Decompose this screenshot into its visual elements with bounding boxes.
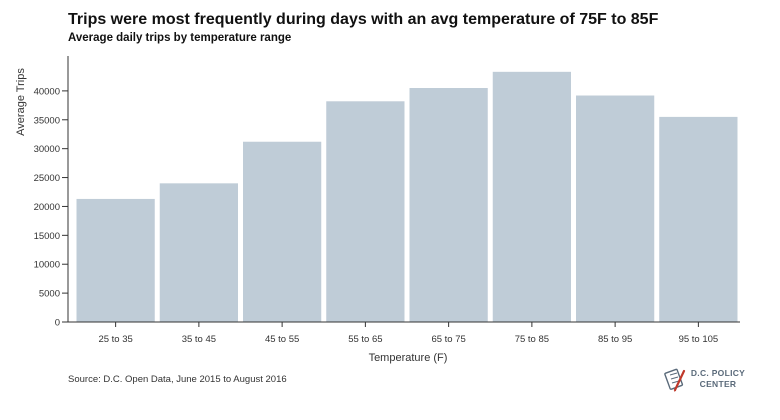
bar-75-to-85 (492, 71, 571, 322)
y-tick-label: 40000 (34, 86, 60, 97)
x-axis-label: Temperature (F) (369, 352, 448, 364)
y-tick-label: 15000 (34, 231, 60, 242)
bar-chart: 0 5000 10000 15000 20000 25000 30000 35000 40000… (15, 56, 740, 364)
chart-subtitle: Average daily trips by temperature range (68, 32, 292, 44)
bar-35-to-45 (159, 183, 238, 322)
source-note: Source: D.C. Open Data, June 2015 to Aug… (68, 374, 287, 385)
dc-policy-center-logo: D.C. POLICY CENTER (663, 365, 773, 395)
y-tick-label: 10000 (34, 260, 60, 271)
y-tick-label: 35000 (34, 115, 60, 126)
bars-group (76, 71, 738, 323)
x-tick-label: 25 to 35 (98, 334, 132, 345)
bar-25-to-35 (76, 198, 155, 322)
logo-line-1: D.C. POLICY (690, 368, 746, 378)
bar-85-to-95 (576, 95, 655, 322)
x-tick-label: 55 to 65 (348, 334, 382, 345)
chart-title: Trips were most frequently during days w… (68, 11, 659, 28)
y-axis-label: Average Trips (15, 68, 27, 136)
logo-text: D.C. POLICY CENTER (689, 368, 747, 390)
y-tick-label: 30000 (34, 144, 60, 155)
pen-document-icon (664, 368, 686, 392)
bar-65-to-75 (409, 88, 488, 322)
y-tick-label: 0 (55, 318, 60, 329)
x-tick-label: 85 to 95 (598, 334, 632, 345)
y-tick-label: 20000 (34, 202, 60, 213)
bar-45-to-55 (243, 141, 322, 322)
x-tick-label: 95 to 105 (679, 334, 719, 345)
bar-95-to-105 (659, 116, 738, 322)
y-axis: 0 5000 10000 15000 20000 25000 30000 35000 40000 (34, 56, 69, 329)
y-tick-label: 25000 (34, 173, 60, 184)
x-tick-label: 35 to 45 (182, 334, 216, 345)
x-tick-label: 65 to 75 (431, 334, 465, 345)
bar-55-to-65 (326, 101, 405, 323)
x-tick-label: 75 to 85 (515, 334, 549, 345)
y-tick-label: 5000 (39, 289, 60, 300)
logo-line-2: CENTER (699, 379, 737, 389)
x-tick-label: 45 to 55 (265, 334, 299, 345)
x-axis: 25 to 35 35 to 45 45 to 55 55 to 65 65 to 75… (68, 321, 740, 345)
